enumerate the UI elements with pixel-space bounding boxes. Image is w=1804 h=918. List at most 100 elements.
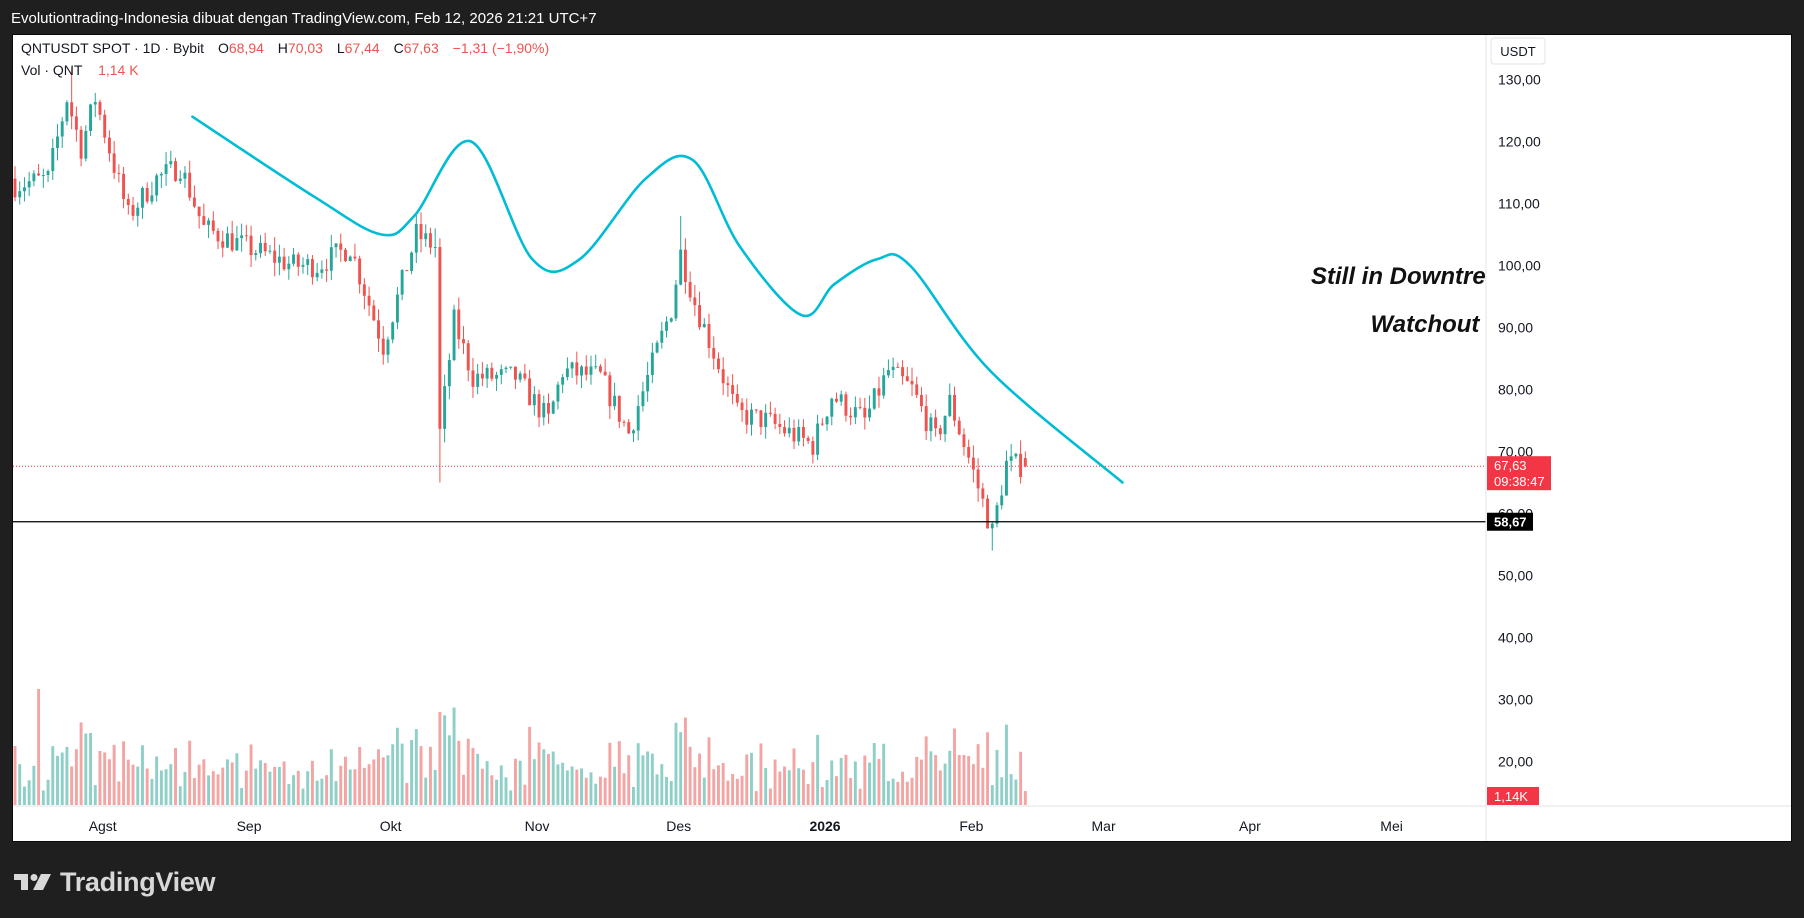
time-tick-label: 2026 bbox=[809, 818, 840, 834]
candle bbox=[872, 387, 876, 411]
candle bbox=[721, 357, 725, 396]
candle bbox=[277, 244, 281, 276]
volume-bar bbox=[480, 768, 484, 805]
volume-bar bbox=[617, 741, 621, 805]
volume-bar bbox=[882, 743, 886, 805]
volume-bar bbox=[948, 750, 952, 805]
volume-bar bbox=[683, 717, 687, 805]
price-chart[interactable]: Still in Downtrend Watchout QNTUSDT SPOT… bbox=[13, 35, 1791, 841]
volume-bar bbox=[698, 753, 702, 805]
chart-frame[interactable]: Still in Downtrend Watchout QNTUSDT SPOT… bbox=[12, 34, 1792, 842]
candle bbox=[740, 398, 744, 422]
volume-bar bbox=[178, 786, 182, 805]
volume-bar bbox=[93, 785, 97, 805]
volume-bar bbox=[863, 755, 867, 805]
candle bbox=[70, 67, 74, 130]
volume-bar bbox=[594, 783, 598, 805]
volume-pane bbox=[13, 689, 1027, 805]
volume-bar bbox=[565, 770, 569, 805]
volume-bar bbox=[910, 777, 914, 805]
volume-badge bbox=[1487, 787, 1539, 805]
candle bbox=[37, 163, 41, 177]
volume-bar bbox=[13, 746, 17, 805]
candle bbox=[192, 185, 196, 209]
price-scale[interactable]: USDT 130,00 120,00 110,00 100,00 90,00 80,00 7… bbox=[1485, 35, 1791, 841]
volume-bar bbox=[528, 726, 532, 805]
candle bbox=[197, 206, 201, 229]
volume-bar bbox=[273, 766, 277, 805]
volume-bar bbox=[835, 776, 838, 805]
volume-legend-label[interactable]: Vol · QNT bbox=[21, 62, 83, 78]
volume-bar bbox=[986, 732, 990, 805]
attribution-text: Evolutiontrading-Indonesia dibuat dengan… bbox=[11, 10, 597, 27]
currency-label[interactable]: USDT bbox=[1500, 44, 1535, 59]
candle bbox=[334, 243, 338, 258]
candle bbox=[202, 203, 206, 226]
candle bbox=[1019, 440, 1023, 484]
volume-bar bbox=[778, 771, 782, 805]
volume-bar bbox=[466, 738, 470, 805]
volume-bar bbox=[485, 761, 489, 805]
candle bbox=[580, 365, 584, 389]
candle bbox=[665, 316, 668, 338]
volume-bar bbox=[806, 783, 810, 805]
volume-bar bbox=[320, 778, 324, 805]
legend-close-label: C bbox=[394, 40, 404, 56]
volume-bar bbox=[1004, 724, 1008, 805]
candle bbox=[259, 235, 262, 258]
candle bbox=[707, 313, 711, 359]
volume-bar bbox=[495, 779, 499, 805]
volume-legend: Vol · QNT 1,14 K bbox=[21, 62, 139, 78]
candle bbox=[792, 419, 796, 449]
candle bbox=[306, 254, 310, 276]
annotation-downtrend[interactable]: Still in Downtrend bbox=[1311, 263, 1516, 290]
candle bbox=[825, 415, 829, 431]
trend-curve-drawing[interactable] bbox=[191, 115, 1124, 484]
volume-bar bbox=[929, 751, 933, 805]
tradingview-branding[interactable]: TradingView bbox=[14, 864, 216, 900]
candle bbox=[759, 409, 763, 435]
candle bbox=[783, 420, 787, 437]
volume-bar bbox=[306, 771, 310, 805]
legend-symbol[interactable]: QNTUSDT SPOT · 1D · Bybit bbox=[21, 40, 204, 56]
volume-bar bbox=[674, 722, 678, 805]
volume-bar bbox=[287, 784, 291, 805]
volume-bar bbox=[122, 741, 126, 805]
volume-bar bbox=[971, 764, 975, 805]
volume-bar bbox=[721, 763, 725, 805]
volume-bar bbox=[499, 765, 503, 805]
volume-bar bbox=[632, 786, 635, 805]
candle bbox=[13, 166, 17, 202]
price-tick-label: 40,00 bbox=[1498, 630, 1533, 646]
volume-bar bbox=[74, 749, 78, 805]
volume-bar bbox=[150, 778, 154, 805]
candle bbox=[622, 419, 626, 427]
volume-bar bbox=[830, 760, 834, 805]
candle bbox=[868, 395, 871, 422]
candle bbox=[561, 374, 565, 394]
candle bbox=[953, 386, 956, 427]
candle bbox=[287, 256, 291, 280]
candle bbox=[754, 408, 758, 414]
volume-bar bbox=[126, 759, 130, 805]
level-price-label: 58,67 bbox=[1494, 515, 1527, 530]
volume-bar bbox=[575, 769, 579, 805]
level-price-badge bbox=[1487, 512, 1533, 531]
volume-bar bbox=[268, 771, 272, 805]
volume-bar bbox=[174, 748, 177, 805]
candle bbox=[329, 234, 333, 281]
volume-bar bbox=[820, 787, 824, 805]
annotation-watchout[interactable]: Watchout bbox=[1371, 311, 1481, 338]
volume-bar bbox=[27, 780, 31, 805]
candle bbox=[910, 367, 914, 396]
legend-high-value: 70,03 bbox=[288, 40, 323, 56]
volume-bar bbox=[665, 776, 668, 805]
volume-bar bbox=[759, 743, 763, 805]
volume-bar bbox=[943, 763, 947, 805]
volume-bar bbox=[249, 744, 253, 805]
candle bbox=[211, 211, 215, 235]
time-scale[interactable]: Agst Sep Okt Nov Des 2026 Feb Mar Apr Mei bbox=[13, 805, 1791, 834]
candle bbox=[240, 223, 244, 252]
volume-bar bbox=[915, 756, 919, 805]
volume-bar bbox=[89, 733, 93, 805]
